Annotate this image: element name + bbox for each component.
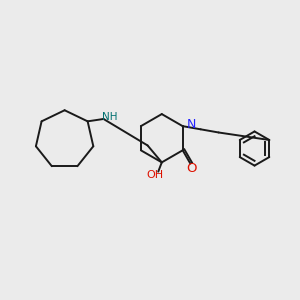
Text: NH: NH: [102, 112, 118, 122]
Text: O: O: [186, 162, 197, 176]
Text: OH: OH: [146, 169, 163, 180]
Text: N: N: [187, 118, 196, 130]
